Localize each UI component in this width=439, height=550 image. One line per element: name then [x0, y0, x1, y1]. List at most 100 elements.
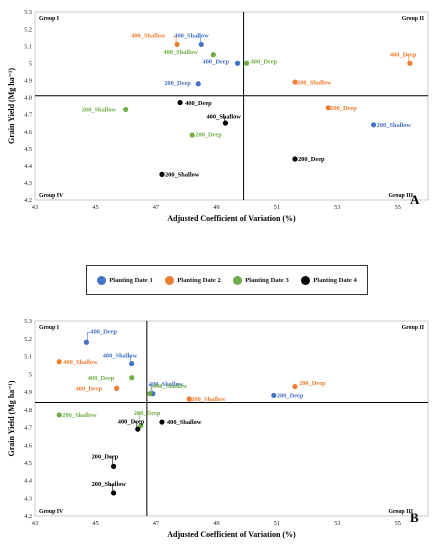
- panel-a-xtick-label: 43: [32, 204, 38, 211]
- panel-a-point-label: 200_Deep: [164, 80, 191, 87]
- panel-b-ytick-label: 4.9: [24, 389, 32, 396]
- panel-a-y-axis-title: Grain Yield (Mg ha⁻¹): [7, 68, 16, 144]
- panel-a-xtick-label: 55: [395, 204, 401, 211]
- panel-b-data-point: [292, 383, 298, 390]
- legend: Planting Date 1 Planting Date 2 Planting…: [86, 265, 368, 295]
- panel-b-leader-line: [133, 421, 138, 428]
- panel-a-data-point: [370, 122, 377, 128]
- panel-a-point-label: 400_Deep: [203, 58, 230, 65]
- panel-b-data-point: [111, 490, 117, 496]
- panel-b-point-label: 400_Shallow: [63, 359, 98, 366]
- panel-a-point-label: 200_Deep: [330, 105, 357, 112]
- panel-a-ytick-label: 4.6: [24, 129, 32, 136]
- panel-a-data-point: [407, 60, 413, 66]
- panel-b-ytick-label: 5: [29, 371, 32, 378]
- panel-a-ytick-label: 4.5: [24, 146, 32, 153]
- legend-item-planting-date-4: Planting Date 4: [301, 275, 357, 285]
- panel-b-ytick-label: 5.3: [24, 318, 32, 325]
- panel-b-point-label: 400_Shallow: [167, 419, 202, 426]
- panel-b-data-point: [111, 463, 117, 469]
- panel-b-leader-line: [87, 331, 91, 341]
- legend-label: Planting Date 4: [313, 276, 357, 284]
- panel-a-data-point: [123, 106, 129, 113]
- panel-a-point-label: 400_Deep: [390, 51, 417, 58]
- panel-b-xtick-label: 45: [92, 520, 98, 527]
- panel-a-point-label: 400_Shallow: [131, 33, 166, 40]
- panel-a-data-point: [234, 60, 241, 66]
- panel-a-leader-line: [173, 36, 177, 43]
- panel-a-point-label: 200_Shallow: [82, 107, 117, 114]
- panel-a-data-point: [189, 132, 195, 138]
- panel-a-point-label: 200_Deep: [298, 156, 325, 163]
- panel-b-quadrant-label-group-2: Group II: [402, 325, 425, 331]
- panel-b-point-label: 200_Shallow: [62, 412, 97, 419]
- panel-a-ytick-label: 5.2: [24, 26, 32, 33]
- panel-b-ytick-label: 4.6: [24, 442, 32, 449]
- panel-a-data-point: [198, 41, 204, 48]
- panel-a-data-point: [174, 41, 180, 48]
- panel-a-ytick-label: 5.3: [24, 9, 32, 16]
- panel-a-ytick-label: 4.7: [24, 112, 32, 119]
- panel-b-data-point: [56, 412, 62, 418]
- panel-b-point-label: 200_Deep: [134, 410, 161, 417]
- panel-b-plot-frame: [34, 320, 429, 517]
- panel-a-point-label: 200_Shallow: [165, 172, 200, 179]
- panel-b-ytick-label: 5.1: [24, 354, 32, 361]
- panel-a-xtick-label: 53: [334, 204, 340, 211]
- panel-a-data-point: [292, 156, 298, 162]
- panel-a-ytick-label: 4.9: [24, 78, 32, 85]
- panel-a-point-label: 400_Shallow: [206, 113, 241, 120]
- panel-b-leader-line: [150, 386, 154, 392]
- panel-b-point-label: 200_Deep: [277, 393, 304, 400]
- legend-item-planting-date-1: Planting Date 1: [97, 275, 153, 285]
- panel-b-xtick-label: 49: [213, 520, 219, 527]
- panel-b-data-point: [271, 392, 277, 399]
- panel-b-xtick-label: 55: [395, 520, 401, 527]
- panel-a-point-label: 200_Shallow: [297, 79, 332, 86]
- panel-a-point-label: 400_Shallow: [174, 33, 209, 40]
- panel-b-data-point: [138, 422, 144, 429]
- panel-a-data-point: [244, 60, 250, 66]
- panel-b-point-label: 400_Deep: [90, 328, 117, 335]
- panel-a-ytick-label: 4.3: [24, 180, 32, 187]
- panel-b-data-point: [129, 360, 135, 367]
- panel-a-xtick-label: 45: [92, 204, 98, 211]
- panel-a-x-axis-title: Adjusted Coefficient of Variation (%): [167, 214, 296, 223]
- panel-a-point-label: 400_Shallow: [163, 49, 198, 56]
- panel-a-leader-line: [221, 116, 225, 122]
- panel-a-data-point: [210, 52, 216, 58]
- panel-b-data-point: [56, 359, 62, 365]
- panel-b-data-point: [159, 419, 165, 425]
- legend-marker: [97, 275, 107, 285]
- panel-b-data-point: [114, 385, 120, 391]
- legend-marker: [165, 275, 175, 285]
- panel-a-point-label: 200_Deep: [195, 131, 222, 138]
- panel-a-ytick-label: 5.1: [24, 43, 32, 50]
- panel-b-point-label: 200_Shallow: [191, 396, 226, 403]
- panel-b-quadrant-label-group-3: Group III: [388, 509, 413, 515]
- panel-b-quadrant-label-group-1: Group I: [39, 325, 60, 331]
- panel-b-data-point: [135, 426, 141, 432]
- panel-b-point-label: 200_Deep: [92, 454, 119, 461]
- legend-marker: [233, 275, 243, 285]
- panel-b-data-point: [147, 391, 153, 397]
- panel-b-point-label: 200_Shallow: [149, 381, 184, 388]
- legend-label: Planting Date 3: [245, 276, 289, 284]
- panel-b-point-label: 200_Shallow: [92, 481, 127, 488]
- panel-a-plot-frame: [34, 11, 429, 201]
- legend-label: Planting Date 2: [177, 276, 221, 284]
- panel-b-ytick-label: 4.5: [24, 460, 32, 467]
- panel-b-data-point: [83, 339, 89, 345]
- panel-b-letter: B: [410, 510, 419, 525]
- panel-b-xtick-label: 51: [274, 520, 280, 527]
- panel-a-quadrant-label-group-3: Group III: [388, 193, 413, 199]
- panel-a-xtick-label: 47: [153, 204, 160, 211]
- panel-a-data-point: [292, 79, 298, 85]
- panel-b-leader-line: [148, 384, 153, 392]
- panel-b-ytick-label: 4.3: [24, 495, 32, 502]
- panel-a-point-label: 200_Shallow: [377, 122, 412, 129]
- panel-a-letter: A: [410, 192, 420, 207]
- panel-b-ytick-label: 4.7: [24, 425, 32, 432]
- panel-b-ytick-label: 4.8: [24, 407, 32, 414]
